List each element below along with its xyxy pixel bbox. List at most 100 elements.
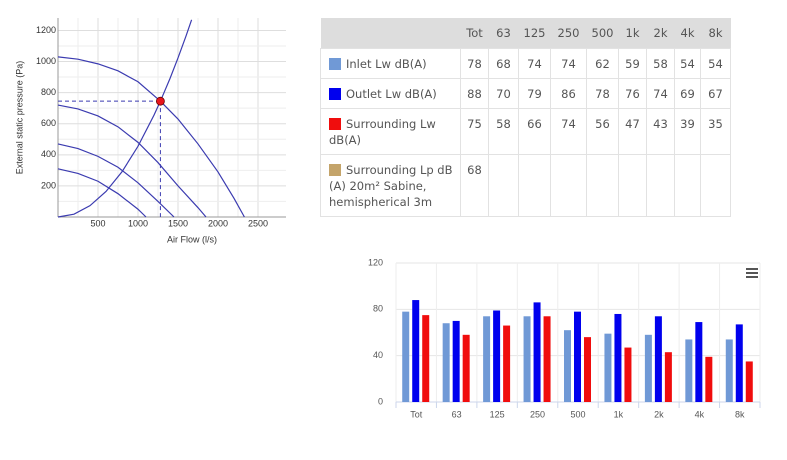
table-row: Surrounding Lw dB(A) 75 58 66 74 56 47 43 39 35: [320, 108, 731, 155]
bar: [654, 316, 662, 402]
bar: [735, 324, 743, 402]
value-cell: [586, 154, 619, 217]
value-cell: 74: [646, 78, 675, 109]
value-cell: 66: [518, 108, 551, 155]
value-cell: 43: [646, 108, 675, 155]
value-cell: [488, 154, 519, 217]
value-cell: 68: [460, 154, 489, 217]
value-cell: 69: [674, 78, 701, 109]
x-tick-label: 1000: [128, 218, 148, 228]
value-cell: [518, 154, 551, 217]
fan-curve: [57, 104, 207, 218]
value-cell: 35: [700, 108, 731, 155]
y-tick-label: 800: [41, 87, 56, 97]
fan-curve: [57, 168, 147, 218]
value-cell: 54: [700, 48, 731, 79]
value-cell: 70: [488, 78, 519, 109]
value-cell: [646, 154, 675, 217]
bar: [584, 337, 591, 402]
color-swatch: [329, 58, 341, 70]
header-cell: 8k: [700, 18, 731, 49]
bar: [624, 347, 632, 402]
x-tick-label: 8k: [735, 409, 745, 419]
header-cell: [320, 18, 461, 49]
y-tick-label: 400: [41, 149, 56, 159]
table-row: Surrounding Lp dB (A) 20m² Sabine, hemis…: [320, 154, 731, 217]
bar: [604, 333, 612, 402]
value-cell: 67: [700, 78, 731, 109]
value-cell: 74: [518, 48, 551, 79]
value-cell: [618, 154, 647, 217]
row-label: Outlet Lw dB(A): [346, 87, 437, 101]
value-cell: 59: [618, 48, 647, 79]
operating-point: [155, 96, 165, 106]
value-cell: 74: [550, 48, 587, 79]
value-cell: [550, 154, 587, 217]
bar: [685, 339, 693, 402]
y-tick-label: 200: [41, 180, 56, 190]
bar: [543, 316, 551, 402]
y-tick-label: 600: [41, 118, 56, 128]
bar: [462, 334, 470, 402]
bar: [725, 339, 733, 402]
bar: [705, 356, 713, 402]
value-cell: 54: [674, 48, 701, 79]
color-swatch: [329, 88, 341, 100]
row-label-cell: Inlet Lw dB(A): [320, 48, 461, 79]
header-cell: 2k: [646, 18, 675, 49]
y-tick-label: 40: [373, 350, 383, 360]
header-cell: 63: [488, 18, 519, 49]
value-cell: 47: [618, 108, 647, 155]
bar: [412, 300, 420, 402]
bar: [695, 322, 703, 402]
table-row: Outlet Lw dB(A) 88 70 79 86 78 76 74 69 67: [320, 78, 731, 109]
header-cell: 1k: [618, 18, 647, 49]
y-tick-label: 0: [378, 396, 383, 406]
x-tick-label: 125: [490, 409, 505, 419]
noise-table: Tot 63 125 250 500 1k 2k 4k 8k Inlet Lw dB(A) 78 6…: [320, 18, 731, 217]
x-tick-label: 250: [530, 409, 545, 419]
header-row: Tot 63 125 250 500 1k 2k 4k 8k: [320, 18, 731, 49]
row-label-cell: Surrounding Lw dB(A): [320, 108, 461, 155]
value-cell: [674, 154, 701, 217]
x-tick-label: 2000: [208, 218, 228, 228]
bar: [614, 313, 622, 402]
bar: [745, 361, 753, 402]
value-cell: 76: [618, 78, 647, 109]
value-cell: 56: [586, 108, 619, 155]
bar: [442, 323, 450, 402]
y-tick-label: 1200: [36, 25, 56, 35]
color-swatch: [329, 164, 341, 176]
x-tick-label: 2500: [248, 218, 268, 228]
header-cell: Tot: [460, 18, 489, 49]
header-cell: 4k: [674, 18, 701, 49]
value-cell: 88: [460, 78, 489, 109]
bar: [422, 315, 430, 402]
x-tick-label: 1k: [614, 409, 624, 419]
menu-icon[interactable]: [746, 268, 758, 278]
value-cell: 78: [460, 48, 489, 79]
x-tick-label: Tot: [410, 409, 423, 419]
x-tick-label: 4k: [695, 409, 705, 419]
bar: [644, 334, 652, 402]
bar: [503, 325, 511, 402]
bar: [493, 310, 501, 402]
x-axis-label: Air Flow (l/s): [167, 234, 217, 244]
bar: [402, 311, 410, 402]
value-cell: 39: [674, 108, 701, 155]
x-tick-label: 500: [570, 409, 585, 419]
value-cell: 58: [646, 48, 675, 79]
y-tick-label: 1000: [36, 56, 56, 66]
x-tick-label: 2k: [654, 409, 664, 419]
value-cell: 68: [488, 48, 519, 79]
x-tick-label: 63: [452, 409, 462, 419]
fan-curve: [57, 19, 193, 218]
row-label: Inlet Lw dB(A): [346, 57, 427, 71]
bar: [564, 330, 571, 402]
value-cell: 58: [488, 108, 519, 155]
header-cell: 500: [586, 18, 619, 49]
row-label-cell: Surrounding Lp dB (A) 20m² Sabine, hemis…: [320, 154, 461, 217]
value-cell: 86: [550, 78, 587, 109]
row-label-cell: Outlet Lw dB(A): [320, 78, 461, 109]
